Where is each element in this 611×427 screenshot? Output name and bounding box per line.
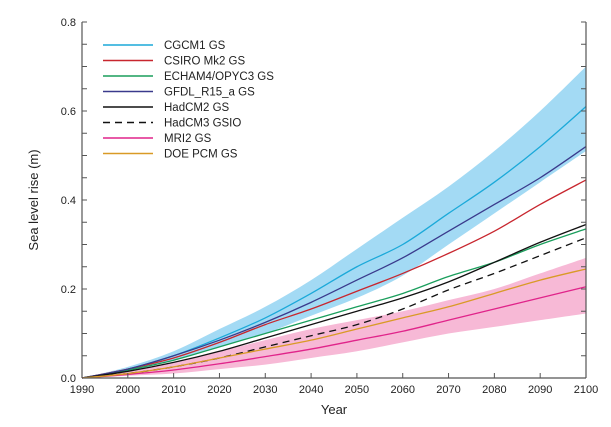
series-line-3 xyxy=(81,146,587,379)
x-tick-label: 1990 xyxy=(70,384,94,396)
uncertainty-band-1 xyxy=(82,257,586,378)
y-tick-label: 0.0 xyxy=(61,373,76,385)
legend: CGCM1 GS CSIRO Mk2 GS ECHAM4/OPYC3 GS GFDL_… xyxy=(103,40,274,161)
x-tick-label: 2070 xyxy=(436,384,460,396)
legend-label: CGCM1 GS xyxy=(164,40,226,52)
legend-label: HadCM2 GS xyxy=(164,102,230,114)
y-tick-label: 0.2 xyxy=(61,284,76,296)
x-tick-label: 2030 xyxy=(253,384,277,396)
x-tick-label: 2020 xyxy=(207,384,231,396)
legend-label: MRI2 GS xyxy=(164,133,212,145)
x-axis-label: Year xyxy=(321,402,348,417)
legend-label: DOE PCM GS xyxy=(164,149,238,161)
legend-label: CSIRO Mk2 GS xyxy=(164,56,245,68)
series-line-7 xyxy=(81,268,587,379)
x-tick-label: 2000 xyxy=(116,384,140,396)
y-tick-label: 0.8 xyxy=(61,17,76,29)
series-lines xyxy=(81,106,587,379)
series-line-1 xyxy=(81,179,587,379)
x-tick-label: 2090 xyxy=(528,384,552,396)
axes: 1990 2000 2010 2020 2030 2040 2050 2060 2070 2080… xyxy=(61,17,599,396)
x-tick-label: 2010 xyxy=(161,384,185,396)
legend-label: ECHAM4/OPYC3 GS xyxy=(164,71,274,83)
legend-label: HadCM3 GSIO xyxy=(164,118,241,130)
uncertainty-bands xyxy=(82,66,586,378)
series-line-6 xyxy=(81,286,587,379)
x-tick-label: 2060 xyxy=(390,384,414,396)
legend-label: GFDL_R15_a GS xyxy=(164,87,255,99)
y-axis-label: Sea level rise (m) xyxy=(26,149,41,250)
y-tick-label: 0.6 xyxy=(61,106,76,118)
series-line-4 xyxy=(81,223,587,379)
x-tick-label: 2050 xyxy=(345,384,369,396)
x-tick-label: 2040 xyxy=(299,384,323,396)
x-tick-label: 2080 xyxy=(482,384,506,396)
y-tick-label: 0.4 xyxy=(61,195,76,207)
x-tick-label: 2100 xyxy=(574,384,598,396)
